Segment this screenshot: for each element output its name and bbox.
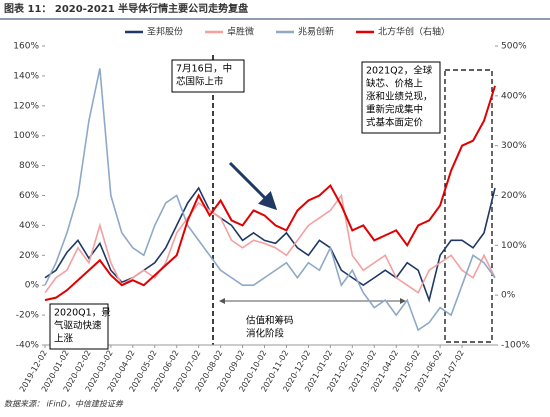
- annotation-box: [242, 312, 310, 344]
- legend-label: 卓胜微: [227, 26, 254, 38]
- annotation-text: 消化阶段: [246, 328, 285, 340]
- y-tick-label: 20%: [19, 251, 39, 261]
- y2-tick-label: 0%: [501, 291, 516, 301]
- source: 数据来源： iFinD，中信建投证券: [4, 400, 124, 409]
- y-tick-label: -40%: [16, 341, 40, 351]
- annotation-text: 式基本面定价: [366, 117, 424, 129]
- annotation-box: [49, 303, 109, 350]
- legend-label: 兆易创新: [298, 26, 334, 38]
- annotation-text: 2021Q2，全球: [366, 65, 433, 77]
- legend-label: 北方华创（右轴）: [378, 26, 450, 38]
- y-tick-label: 40%: [19, 221, 39, 231]
- chart-title: 图表 11： 2020-2021 半导体行情主要公司走势复盘: [4, 2, 248, 15]
- series-line: [44, 68, 496, 332]
- y-tick-label: 140%: [13, 71, 39, 81]
- annotation-text: 气驱动快速: [54, 320, 102, 332]
- annotation-text: 上涨: [54, 334, 74, 345]
- annotation-text: 估值和筹码: [246, 315, 294, 327]
- annotation-text: 缺芯、价格上: [366, 78, 424, 90]
- series-line: [44, 85, 496, 302]
- y-tick-label: 80%: [19, 161, 39, 171]
- annotation-text: 2020Q1，景: [54, 308, 111, 319]
- highlight-box: [444, 69, 493, 343]
- annotation-text: 重新完成集中: [366, 104, 423, 116]
- y2-tick-label: 300%: [501, 141, 527, 151]
- y2-tick-label: 100%: [501, 241, 527, 251]
- annotation-box: [171, 59, 245, 93]
- annotation-box: [361, 61, 441, 134]
- y-tick-label: 100%: [13, 131, 39, 141]
- annotation-text: 涨和业绩兑现，: [366, 91, 433, 103]
- annotation-text: 芯国际上市: [176, 76, 224, 88]
- y-tick-label: 0%: [25, 281, 40, 291]
- y-tick-label: 60%: [19, 191, 39, 201]
- y2-tick-label: 500%: [501, 42, 527, 52]
- series-line: [44, 193, 496, 294]
- trend-arrow: [228, 161, 278, 211]
- y-tick-label: 160%: [13, 42, 39, 52]
- y-tick-label: 120%: [13, 101, 39, 111]
- y2-tick-label: 200%: [501, 191, 527, 201]
- y-tick-label: -20%: [16, 311, 40, 321]
- legend-label: 圣邦股份: [147, 26, 183, 38]
- y2-tick-label: 400%: [501, 91, 527, 101]
- y2-tick-label: -100%: [501, 341, 530, 351]
- annotation-text: 7月16日，中: [176, 63, 232, 75]
